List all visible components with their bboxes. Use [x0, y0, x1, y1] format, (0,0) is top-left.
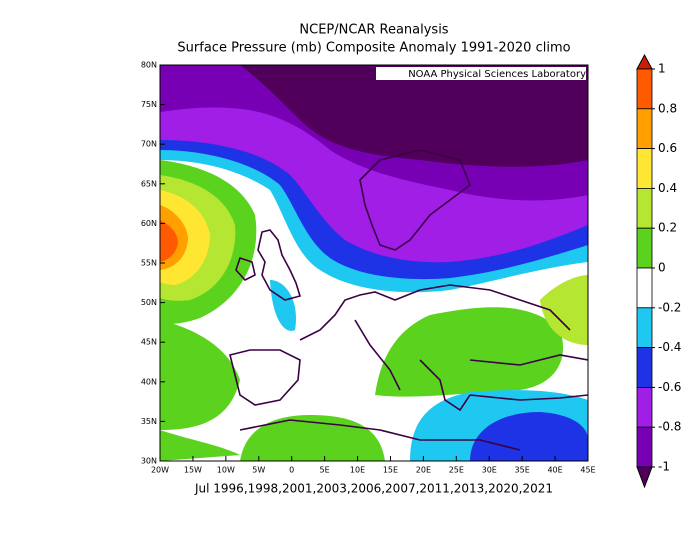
- colorbar-box: [636, 267, 653, 309]
- lat-tick-label: 40N: [141, 377, 157, 386]
- colorbar-label: 0.4: [658, 181, 677, 195]
- colorbar-box: [636, 227, 653, 269]
- colorbar-label: 0.2: [658, 221, 677, 235]
- lat-tick-label: 30N: [141, 457, 157, 466]
- credit: NOAA Physical Sciences Laboratory: [408, 69, 586, 80]
- colorbar-box: [636, 426, 653, 468]
- lat-tick-label: 65N: [141, 179, 157, 188]
- lat-tick-label: 60N: [141, 219, 157, 228]
- colorbar-box: [636, 307, 653, 348]
- lon-tick-label: 20E: [416, 466, 431, 475]
- lon-tick-label: 40E: [547, 466, 562, 475]
- colorbar-box: [636, 108, 653, 150]
- lat-tick-label: 45N: [141, 338, 157, 347]
- colorbar-label: -0.4: [658, 340, 681, 354]
- lon-tick-label: 30E: [482, 466, 497, 475]
- colorbar-arrow-bottom: [636, 466, 653, 489]
- lon-tick-label: 5W: [252, 466, 265, 475]
- lon-tick-label: 15E: [383, 466, 398, 475]
- lat-tick-label: 35N: [141, 417, 157, 426]
- lon-tick-label: 0: [289, 466, 294, 475]
- colorbar-label: -0.2: [658, 300, 681, 314]
- colorbar-label: 0.8: [658, 101, 677, 115]
- lon-tick-label: 15W: [184, 466, 202, 475]
- lat-tick-label: 80N: [141, 61, 157, 70]
- lon-tick-label: 5E: [320, 466, 330, 475]
- lon-tick-label: 35E: [515, 466, 530, 475]
- colorbar-box: [636, 386, 653, 428]
- colorbar-box: [636, 68, 653, 110]
- lat-tick-label: 70N: [141, 140, 157, 149]
- colorbar-label: 1: [658, 62, 666, 76]
- colorbar-label: -0.6: [658, 380, 681, 394]
- title: NCEP/NCAR Reanalysis: [299, 23, 448, 38]
- colorbar-label: 0.6: [658, 141, 677, 155]
- lat-tick-label: 50N: [141, 298, 157, 307]
- caption: Jul 1996,1998,2001,2003,2006,2007,2011,2…: [194, 482, 553, 496]
- credit-box: [376, 67, 586, 80]
- lon-tick-label: 10E: [350, 466, 365, 475]
- subtitle: Surface Pressure (mb) Composite Anomaly …: [177, 41, 570, 56]
- colorbar-arrow-top: [636, 53, 653, 70]
- colorbar-label: -1: [658, 460, 670, 474]
- colorbar-box: [636, 187, 653, 229]
- lon-tick-label: 25E: [449, 466, 464, 475]
- anomaly-field: [160, 65, 588, 461]
- lon-tick-label: 20W: [151, 466, 169, 475]
- lon-tick-label: 10W: [217, 466, 235, 475]
- lon-tick-label: 45E: [580, 466, 595, 475]
- colorbar-box: [636, 148, 653, 189]
- colorbar-label: 0: [658, 261, 666, 275]
- lat-tick-label: 55N: [141, 259, 157, 268]
- lat-tick-label: 75N: [141, 100, 157, 109]
- colorbar-label: -0.8: [658, 420, 681, 434]
- colorbar-box: [636, 347, 653, 388]
